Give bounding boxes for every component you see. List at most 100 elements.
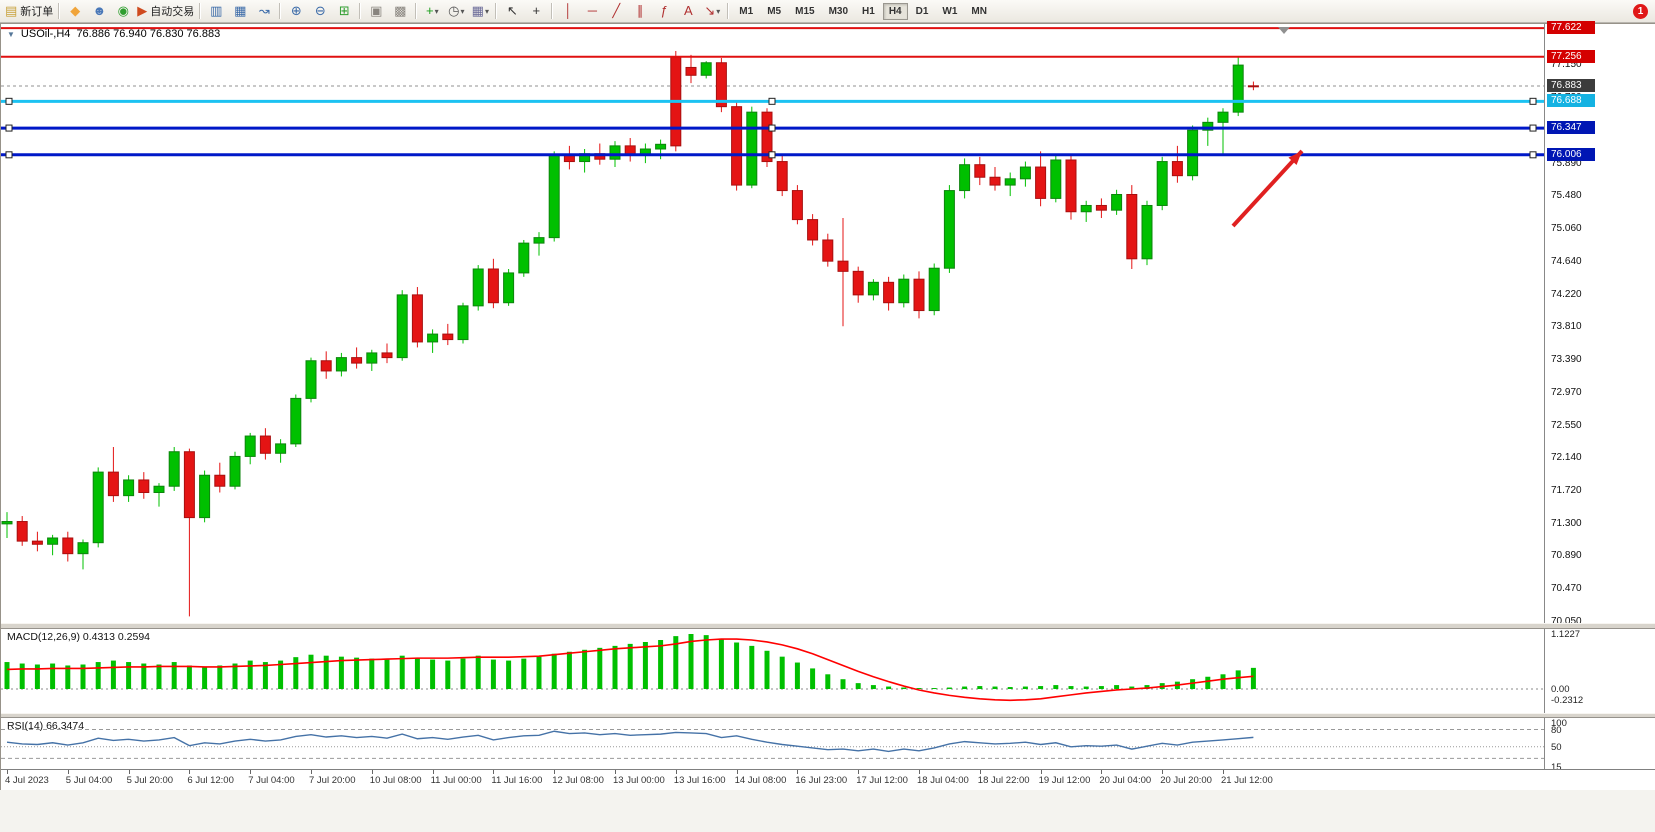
indicators-icon: + — [425, 3, 434, 18]
time-tick — [128, 770, 130, 774]
channel-tool-icon: ∥ — [637, 3, 644, 18]
bar-chart-type-icon: ▥ — [210, 3, 223, 18]
timeframe-mn-button[interactable]: MN — [971, 5, 987, 17]
price-tick: 75.060 — [1551, 222, 1582, 234]
vertical-line-tool-button[interactable]: │ — [556, 1, 580, 21]
new-order-button[interactable]: ▤ 新订单 — [3, 1, 55, 21]
periods-menu-button[interactable]: ◷ ▾ — [444, 1, 468, 21]
metaquotes-logo-icon: ◆ — [70, 3, 81, 18]
tile-windows-button[interactable]: ⊞ — [332, 1, 356, 21]
auto-scroll-button[interactable]: ▣ — [364, 1, 388, 21]
bar-chart-type-button[interactable]: ▥ — [204, 1, 228, 21]
templates-icon: ▦ — [471, 3, 484, 18]
line-handle[interactable] — [1529, 151, 1537, 159]
chart-shift-marker[interactable] — [1278, 27, 1290, 34]
macd-chart — [1, 633, 1544, 702]
auto-trading-button[interactable]: ▶ 自动交易 — [135, 1, 196, 21]
rsi-splitter[interactable] — [1, 713, 1655, 718]
zoom-out-button[interactable]: ⊖ — [308, 1, 332, 21]
line-handle[interactable] — [5, 97, 13, 105]
timeframe-h4-button[interactable]: H4 — [882, 2, 908, 20]
price-tag-76.688: 76.688 — [1547, 94, 1595, 108]
main-chart[interactable]: ▼ USOil-,H4 76.886 76.940 76.830 76.883 — [1, 24, 1544, 623]
timeframe-m30-button[interactable]: M30 — [828, 5, 849, 17]
time-label: 4 Jul 2023 — [5, 775, 49, 786]
line-chart-type-button[interactable]: ↝ — [252, 1, 276, 21]
chart-title: ▼ USOil-,H4 76.886 76.940 76.830 76.883 — [7, 28, 220, 40]
tile-windows-icon: ⊞ — [338, 3, 350, 18]
trendline-tool-icon: ╱ — [612, 3, 621, 18]
macd-splitter[interactable] — [1, 623, 1655, 629]
line-handle[interactable] — [1529, 124, 1537, 132]
macd-panel[interactable]: MACD(12,26,9) 0.4313 0.2594 — [1, 629, 1544, 713]
trendline-tool-button[interactable]: ╱ — [604, 1, 628, 21]
line-handle[interactable] — [768, 97, 776, 105]
time-axis[interactable]: 4 Jul 2023 5 Jul 04:00 5 Jul 20:00 6 Jul 12… — [1, 769, 1655, 790]
arrows-tool-button[interactable]: ↘ ▾ — [700, 1, 724, 21]
candlestick-chart[interactable] — [1, 24, 1544, 623]
chart-shift-button[interactable]: ▩ — [388, 1, 412, 21]
timeframe-w1-button[interactable]: W1 — [942, 5, 958, 17]
line-handle[interactable] — [1529, 97, 1537, 105]
zoom-out-icon: ⊖ — [314, 3, 326, 18]
time-tick — [797, 770, 799, 774]
toolbar-separator — [279, 3, 282, 19]
time-label: 21 Jul 12:00 — [1221, 775, 1273, 786]
price-tag-76.883: 76.883 — [1547, 79, 1595, 93]
annotation-arrow[interactable] — [1231, 149, 1304, 228]
line-handle[interactable] — [768, 124, 776, 132]
rsi-panel[interactable]: RSI(14) 66.3474 — [1, 718, 1544, 769]
notification-badge[interactable]: 1 — [1633, 3, 1648, 19]
candlestick-chart-type-button[interactable]: ▦ — [228, 1, 252, 21]
time-tick — [919, 770, 920, 774]
time-tick — [1223, 770, 1224, 774]
rsi-axis-tick: 80 — [1551, 724, 1562, 736]
time-label: 20 Jul 04:00 — [1099, 775, 1152, 786]
channel-tool-button[interactable]: ∥ — [628, 1, 652, 21]
vertical-line-tool-icon: │ — [564, 3, 573, 18]
time-label: 10 Jul 08:00 — [369, 775, 422, 786]
chevron-down-icon: ▾ — [434, 6, 439, 16]
price-tick: 73.390 — [1551, 353, 1582, 365]
horizontal-line-tool-button[interactable]: ─ — [580, 1, 604, 21]
line-handle[interactable] — [768, 151, 776, 159]
rsi-chart — [1, 729, 1544, 759]
fibonacci-tool-button[interactable]: ƒ — [652, 1, 676, 21]
timeframe-m5-button[interactable]: M5 — [767, 5, 782, 17]
macd-signal-line — [6, 638, 1254, 702]
price-axis[interactable]: 77.15076.73076.32075.89075.48075.06074.6… — [1544, 21, 1655, 773]
text-tool-button[interactable]: A — [676, 1, 700, 21]
time-tick — [736, 770, 738, 774]
timeframe-h1-button[interactable]: H1 — [862, 5, 875, 17]
templates-button[interactable]: ▦ ▾ — [468, 1, 492, 21]
price-tick: 73.810 — [1551, 321, 1582, 333]
profile-icon: ☻ — [92, 3, 107, 18]
indicators-button[interactable]: + ▾ — [420, 1, 444, 21]
time-tick — [67, 770, 69, 774]
timeframe-m15-button[interactable]: M15 — [795, 5, 815, 17]
rsi-axis-tick: 50 — [1551, 741, 1562, 753]
price-tick: 72.970 — [1551, 386, 1582, 398]
zoom-in-button[interactable]: ⊕ — [284, 1, 308, 21]
time-tick — [1040, 770, 1042, 774]
price-tick: 71.300 — [1551, 517, 1582, 529]
toolbar: ▤ 新订单 ◆ ☻ ◉ ▶ 自动交易 ▥ ▦ ↝ ⊕ ⊖ ⊞ ▣ ▩ + ▾ ◷ ▾ ▦ ▾ ↖ + │ ─ ╱ ∥ ƒ A ↘ ▾ M1 M5… — [0, 0, 1655, 23]
line-handle[interactable] — [5, 124, 13, 132]
zoom-in-icon: ⊕ — [290, 3, 302, 18]
cursor-tool-button[interactable]: ↖ — [500, 1, 524, 21]
crosshair-tool-button[interactable]: + — [524, 1, 548, 21]
community-icon[interactable]: ◉ — [111, 1, 135, 21]
metaquotes-logo-icon[interactable]: ◆ — [63, 1, 87, 21]
line-handle[interactable] — [5, 151, 13, 159]
time-label: 20 Jul 20:00 — [1160, 775, 1212, 786]
cursor-tool-icon: ↖ — [506, 3, 518, 18]
macd-axis-tick: 0.00 — [1551, 684, 1570, 695]
timeframe-m1-button[interactable]: M1 — [739, 5, 754, 17]
profile-icon[interactable]: ☻ — [87, 1, 111, 21]
timeframe-d1-button[interactable]: D1 — [915, 5, 929, 17]
price-tick: 74.220 — [1551, 288, 1582, 300]
time-tick — [1101, 770, 1103, 774]
time-label: 7 Jul 04:00 — [248, 775, 295, 786]
price-tag-76.347: 76.347 — [1547, 121, 1595, 135]
time-label: 17 Jul 12:00 — [856, 775, 908, 786]
